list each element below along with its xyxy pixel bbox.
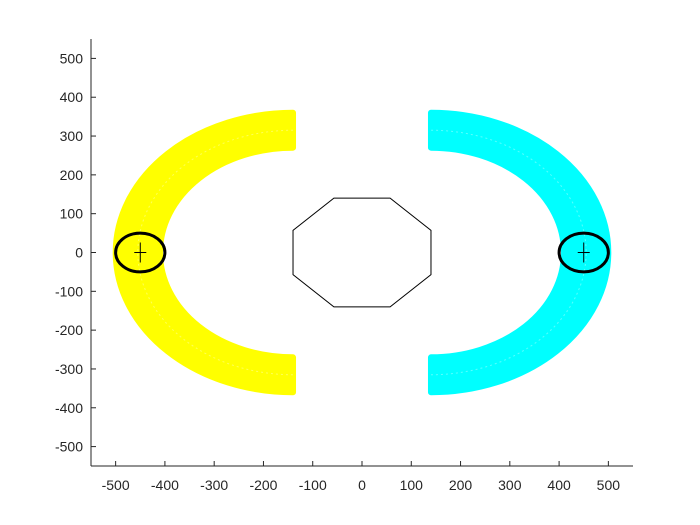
y-tick-label: 100 (60, 206, 84, 222)
y-tick-label: 500 (60, 50, 84, 66)
marker-ellipse-2 (557, 231, 610, 274)
y-tick-label: -100 (55, 283, 83, 299)
x-tick-label: 500 (597, 477, 621, 493)
marker-ellipse-1 (114, 231, 167, 274)
arc-band-1 (112, 109, 297, 396)
y-tick-label: -400 (55, 400, 83, 416)
y-tick-label: 300 (60, 128, 84, 144)
y-tick-label: -500 (55, 439, 83, 455)
x-tick-label: 300 (498, 477, 522, 493)
arc-band-2 (427, 109, 612, 396)
x-tick-label: 100 (400, 477, 424, 493)
x-tick-label: -300 (200, 477, 228, 493)
x-tick-label: 200 (449, 477, 473, 493)
y-tick-label: -200 (55, 322, 83, 338)
x-tick-label: 400 (547, 477, 571, 493)
x-tick-label: -400 (151, 477, 179, 493)
axes: -500 -400 -300 -200 -100 0 100 200 300 400 500 500 4… (55, 39, 633, 493)
y-tick-label: -300 (55, 361, 83, 377)
y-tick-label: 400 (60, 89, 84, 105)
x-tick-label: -200 (249, 477, 277, 493)
octagon-obstacle (292, 197, 432, 308)
y-tick-label: 200 (60, 167, 84, 183)
x-tick-label: -500 (102, 477, 130, 493)
y-tick-label: 0 (75, 245, 83, 261)
x-tick-label: 0 (358, 477, 366, 493)
x-tick-label: -100 (299, 477, 327, 493)
plot-area (112, 109, 612, 396)
